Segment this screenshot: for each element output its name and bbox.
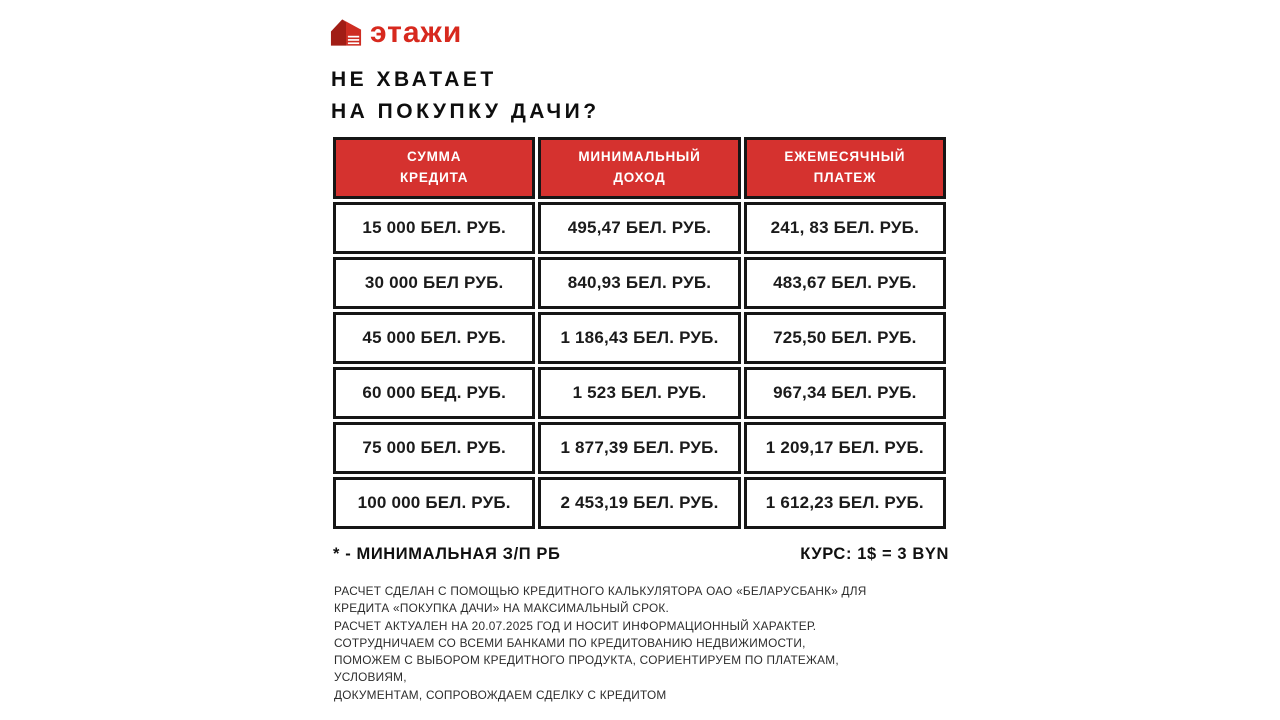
cell-monthly-payment: 1 612,23 БЕЛ. РУБ. — [743, 477, 946, 529]
disclaimer-line: РАСЧЕТ СДЕЛАН С ПОМОЩЬЮ КРЕДИТНОГО КАЛЬК… — [334, 584, 867, 598]
header-loan-amount: СУММА КРЕДИТА — [333, 137, 536, 199]
disclaimer-line: УСЛОВИЯМ, — [334, 670, 407, 685]
header-monthly-payment-line2: ПЛАТЕЖ — [813, 170, 877, 185]
cell-loan-amount: 75 000 БЕЛ. РУБ. — [333, 422, 536, 474]
footnote-row: * - МИНИМАЛЬНАЯ З/П РБ КУРС: 1$ = 3 BYN — [333, 545, 949, 564]
cell-min-income: 2 453,19 БЕЛ. РУБ. — [538, 477, 741, 529]
page-title-line2: НА ПОКУПКУ ДАЧИ? — [331, 100, 600, 123]
disclaimer-line: ПОМОЖЕМ С ВЫБОРОМ КРЕДИТНОГО ПРОДУКТА, С… — [334, 653, 839, 668]
cell-min-income: 1 877,39 БЕЛ. РУБ. — [538, 422, 741, 474]
disclaimer-line: СОТРУДНИЧАЕМ СО ВСЕМИ БАНКАМИ ПО КРЕДИТО… — [334, 635, 806, 650]
cell-min-income: 1 523 БЕЛ. РУБ. — [538, 367, 741, 419]
exchange-rate-note: КУРС: 1$ = 3 BYN — [800, 545, 949, 563]
table-row: 60 000 БЕД. РУБ. 1 523 БЕЛ. РУБ. 967,34 … — [333, 367, 946, 419]
header-monthly-payment: ЕЖЕМЕСЯЧНЫЙ ПЛАТЕЖ — [743, 137, 946, 199]
house-floors-icon — [330, 18, 362, 46]
header-monthly-payment-line1: ЕЖЕМЕСЯЧНЫЙ — [784, 149, 906, 165]
cell-monthly-payment: 967,34 БЕЛ. РУБ. — [743, 367, 946, 419]
disclaimer-line: РАСЧЕТ АКТУАЛЕН НА 20.07.2025 ГОД И НОСИ… — [334, 618, 817, 633]
credit-table-head: СУММА КРЕДИТА МИНИМАЛЬНЫЙ ДОХОД ЕЖЕМЕСЯЧ… — [333, 137, 946, 199]
table-row: 75 000 БЕЛ. РУБ. 1 877,39 БЕЛ. РУБ. 1 20… — [333, 422, 946, 474]
header-loan-amount-line1: СУММА — [407, 149, 462, 165]
brand-logo-text: этажи — [370, 16, 463, 49]
disclaimer-text: РАСЧЕТ СДЕЛАН С ПОМОЩЬЮ КРЕДИТНОГО КАЛЬК… — [334, 583, 974, 704]
header-loan-amount-line2: КРЕДИТА — [400, 170, 469, 185]
cell-loan-amount: 60 000 БЕД. РУБ. — [333, 367, 536, 419]
cell-loan-amount: 30 000 БЕЛ РУБ. — [333, 257, 536, 309]
credit-table-body: 15 000 БЕЛ. РУБ. 495,47 БЕЛ. РУБ. 241, 8… — [333, 202, 946, 529]
cell-loan-amount: 100 000 БЕЛ. РУБ. — [333, 477, 536, 529]
table-row: 15 000 БЕЛ. РУБ. 495,47 БЕЛ. РУБ. 241, 8… — [333, 202, 946, 254]
disclaimer-line: КРЕДИТА «ПОКУПКА ДАЧИ» НА МАКСИМАЛЬНЫЙ С… — [334, 601, 670, 616]
disclaimer-line: ДОКУМЕНТАМ, СОПРОВОЖДАЕМ СДЕЛКУ С КРЕДИТ… — [334, 687, 667, 702]
cell-min-income: 840,93 БЕЛ. РУБ. — [538, 257, 741, 309]
header-row: СУММА КРЕДИТА МИНИМАЛЬНЫЙ ДОХОД ЕЖЕМЕСЯЧ… — [333, 137, 946, 199]
asterisk-note: * - МИНИМАЛЬНАЯ З/П РБ — [333, 545, 561, 563]
table-row: 45 000 БЕЛ. РУБ. 1 186,43 БЕЛ. РУБ. 725,… — [333, 312, 946, 364]
cell-loan-amount: 45 000 БЕЛ. РУБ. — [333, 312, 536, 364]
brand-logo: этажи — [330, 16, 462, 48]
cell-monthly-payment: 1 209,17 БЕЛ. РУБ. — [743, 422, 946, 474]
cell-monthly-payment: 483,67 БЕЛ. РУБ. — [743, 257, 946, 309]
page-title: НЕ ХВАТАЕТ НА ПОКУПКУ ДАЧИ? — [331, 64, 600, 128]
header-min-income-line1: МИНИМАЛЬНЫЙ — [578, 149, 701, 165]
table-row: 30 000 БЕЛ РУБ. 840,93 БЕЛ. РУБ. 483,67 … — [333, 257, 946, 309]
cell-loan-amount: 15 000 БЕЛ. РУБ. — [333, 202, 536, 254]
header-min-income-line2: ДОХОД — [613, 170, 666, 185]
page-title-line1: НЕ ХВАТАЕТ — [331, 68, 497, 91]
table-row: 100 000 БЕЛ. РУБ. 2 453,19 БЕЛ. РУБ. 1 6… — [333, 477, 946, 529]
cell-monthly-payment: 241, 83 БЕЛ. РУБ. — [743, 202, 946, 254]
cell-min-income: 1 186,43 БЕЛ. РУБ. — [538, 312, 741, 364]
header-min-income: МИНИМАЛЬНЫЙ ДОХОД — [538, 137, 741, 199]
cell-monthly-payment: 725,50 БЕЛ. РУБ. — [743, 312, 946, 364]
cell-min-income: 495,47 БЕЛ. РУБ. — [538, 202, 741, 254]
credit-table: СУММА КРЕДИТА МИНИМАЛЬНЫЙ ДОХОД ЕЖЕМЕСЯЧ… — [330, 134, 949, 532]
